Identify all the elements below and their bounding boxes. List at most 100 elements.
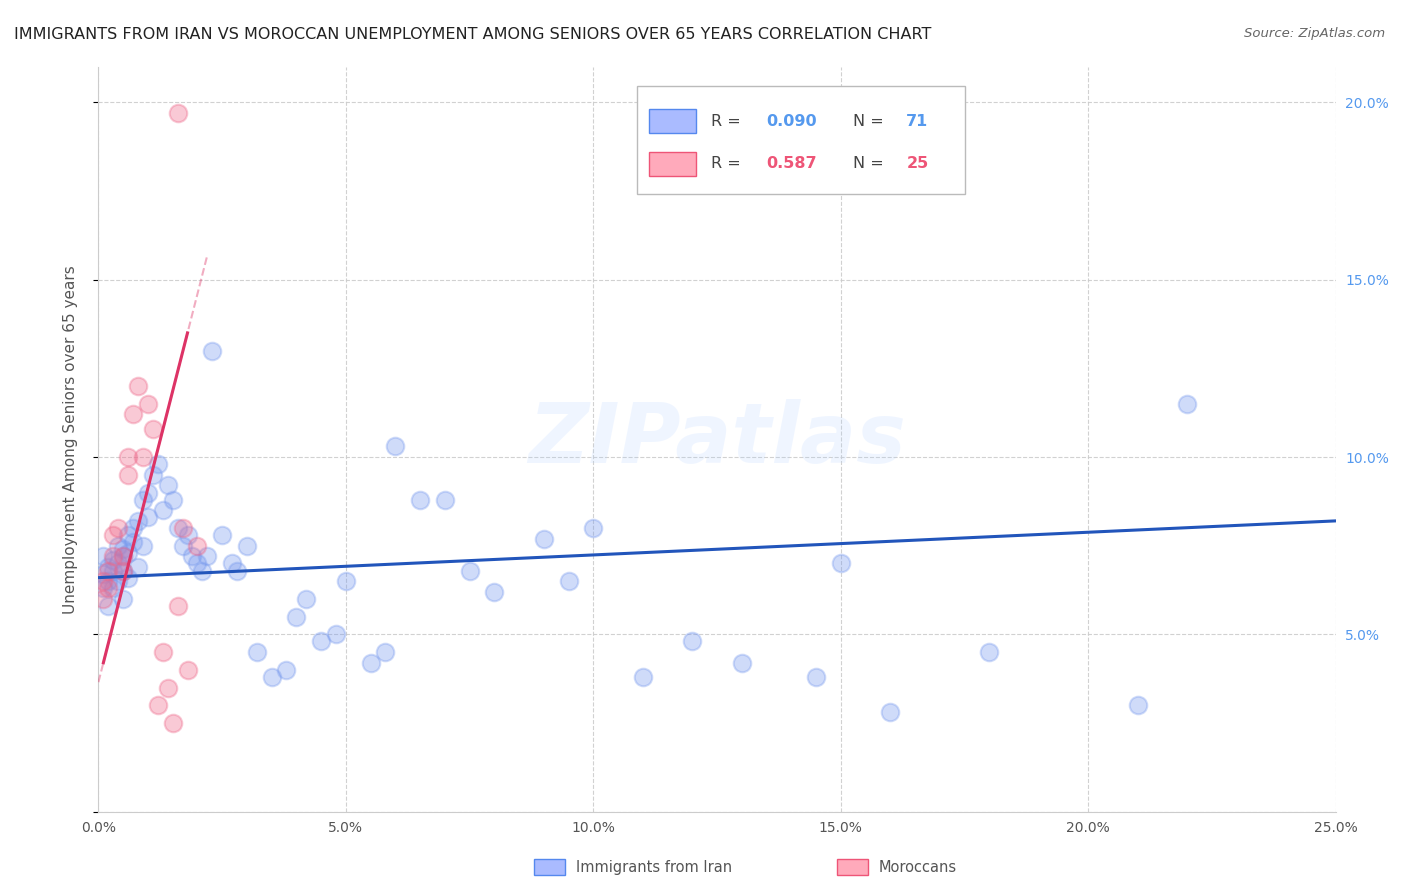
Point xyxy=(103,582,125,596)
Point xyxy=(112,542,135,557)
Point xyxy=(246,645,269,659)
Point xyxy=(195,549,218,564)
Point xyxy=(107,574,129,589)
FancyBboxPatch shape xyxy=(650,110,696,133)
Point xyxy=(1126,698,1149,713)
Point xyxy=(186,539,208,553)
Point xyxy=(533,532,555,546)
Text: ZIPatlas: ZIPatlas xyxy=(529,399,905,480)
Point xyxy=(166,106,188,120)
Point xyxy=(162,492,184,507)
FancyBboxPatch shape xyxy=(650,152,696,176)
Text: 25: 25 xyxy=(907,156,928,171)
Point xyxy=(181,549,204,564)
Point xyxy=(97,560,120,574)
Point xyxy=(103,553,125,567)
Point xyxy=(112,591,135,606)
Point xyxy=(117,546,139,560)
Point xyxy=(107,521,129,535)
Point xyxy=(172,539,194,553)
Point xyxy=(97,564,120,578)
Point xyxy=(112,549,135,564)
Point xyxy=(384,439,406,453)
Point xyxy=(166,599,188,613)
Text: 0.090: 0.090 xyxy=(766,114,817,128)
Point xyxy=(325,627,347,641)
Point xyxy=(97,582,120,596)
Point xyxy=(335,574,357,589)
Point xyxy=(93,591,115,606)
Point xyxy=(979,645,1001,659)
Point xyxy=(93,574,115,589)
Point xyxy=(879,706,901,720)
Point xyxy=(112,564,135,578)
Text: 0.587: 0.587 xyxy=(766,156,817,171)
Point xyxy=(276,663,298,677)
Text: IMMIGRANTS FROM IRAN VS MOROCCAN UNEMPLOYMENT AMONG SENIORS OVER 65 YEARS CORREL: IMMIGRANTS FROM IRAN VS MOROCCAN UNEMPLO… xyxy=(14,27,931,42)
Text: N =: N = xyxy=(853,114,889,128)
Point xyxy=(107,557,129,571)
Point xyxy=(285,609,308,624)
Point xyxy=(1175,397,1198,411)
Point xyxy=(103,549,125,564)
Point xyxy=(166,521,188,535)
Point xyxy=(156,478,179,492)
Point xyxy=(112,549,135,564)
Point xyxy=(211,528,233,542)
Point xyxy=(295,591,318,606)
Point xyxy=(146,457,169,471)
Point xyxy=(93,567,115,582)
Point xyxy=(374,645,396,659)
Point xyxy=(162,716,184,731)
Point xyxy=(221,557,243,571)
Point xyxy=(142,422,165,436)
Point xyxy=(127,379,149,393)
Point xyxy=(830,557,852,571)
Point xyxy=(226,564,249,578)
Point xyxy=(142,467,165,482)
Point xyxy=(582,521,605,535)
FancyBboxPatch shape xyxy=(637,86,965,194)
Point xyxy=(191,564,214,578)
Text: N =: N = xyxy=(853,156,889,171)
Point xyxy=(804,670,827,684)
Point xyxy=(458,564,481,578)
Y-axis label: Unemployment Among Seniors over 65 years: Unemployment Among Seniors over 65 years xyxy=(63,265,77,614)
Point xyxy=(117,571,139,585)
Point xyxy=(127,560,149,574)
Point xyxy=(557,574,579,589)
Point xyxy=(107,539,129,553)
Point xyxy=(103,528,125,542)
Text: Source: ZipAtlas.com: Source: ZipAtlas.com xyxy=(1244,27,1385,40)
Point xyxy=(309,634,332,648)
Point xyxy=(112,564,135,578)
Point xyxy=(156,681,179,695)
Point xyxy=(122,408,145,422)
Point xyxy=(433,492,456,507)
Point xyxy=(132,492,155,507)
Point xyxy=(186,557,208,571)
Point xyxy=(136,510,159,524)
Point xyxy=(146,698,169,713)
Point xyxy=(117,450,139,464)
Point xyxy=(152,503,174,517)
Point xyxy=(132,539,155,553)
Point xyxy=(260,670,283,684)
Point xyxy=(93,549,115,564)
Point xyxy=(117,528,139,542)
Point xyxy=(122,535,145,549)
Point xyxy=(117,467,139,482)
Point xyxy=(236,539,259,553)
Text: R =: R = xyxy=(711,156,745,171)
Point xyxy=(136,397,159,411)
Point xyxy=(176,528,198,542)
Point xyxy=(136,485,159,500)
Point xyxy=(122,521,145,535)
Point xyxy=(127,514,149,528)
Point xyxy=(681,634,703,648)
Point xyxy=(201,343,224,358)
Point xyxy=(93,582,115,596)
Text: Immigrants from Iran: Immigrants from Iran xyxy=(576,860,733,874)
Text: Moroccans: Moroccans xyxy=(879,860,957,874)
Point xyxy=(484,584,506,599)
